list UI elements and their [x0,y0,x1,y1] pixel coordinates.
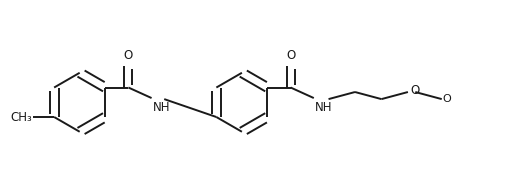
Text: CH₃: CH₃ [10,111,32,124]
Text: NH: NH [153,101,170,114]
Text: NH: NH [315,101,333,114]
Text: O: O [443,94,452,104]
Text: O: O [124,49,133,62]
Text: O: O [286,49,295,62]
Text: O: O [410,84,419,97]
